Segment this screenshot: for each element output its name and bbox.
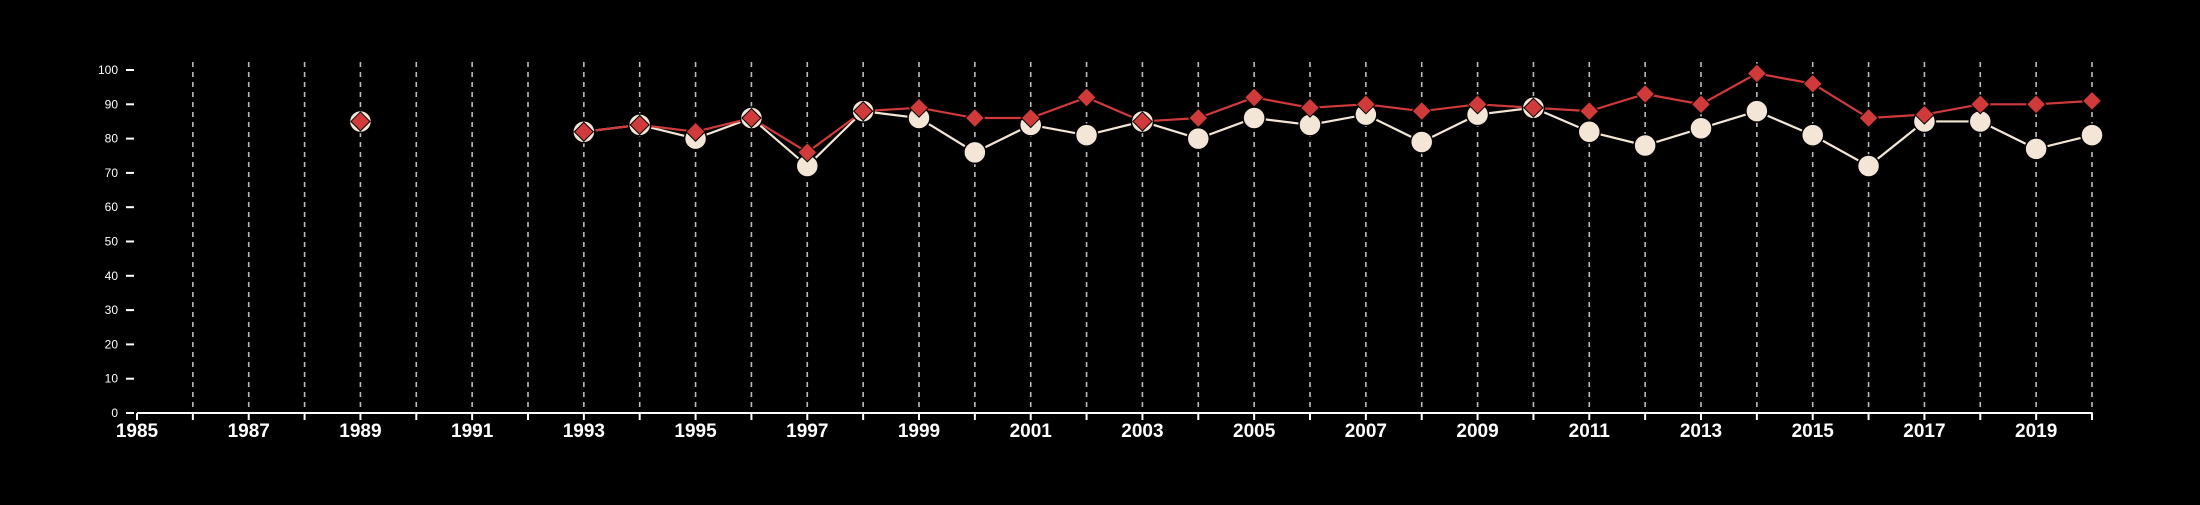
x-tick-label-1985: 1985 bbox=[116, 421, 159, 442]
point-circle-2008 bbox=[1409, 130, 1434, 154]
x-tick-label-2011: 2011 bbox=[1569, 421, 1611, 442]
x-tick-label-2013: 2013 bbox=[1680, 421, 1722, 442]
series-line-cream-1 bbox=[583, 106, 2093, 168]
axes: 1985 1987 1989 1991 1993 1995 1997 1999 2001 2003… bbox=[98, 63, 2093, 442]
point-diamond-2018 bbox=[1970, 94, 1991, 115]
point-diamond-2019 bbox=[2025, 94, 2047, 115]
point-diamond-2002 bbox=[1076, 87, 1097, 108]
x-tick-label-2003: 2003 bbox=[1121, 421, 1163, 442]
y-tick-label-20: 20 bbox=[105, 337, 119, 351]
x-tick-label-1997: 1997 bbox=[786, 421, 828, 442]
x-tick-label-1993: 1993 bbox=[563, 421, 605, 442]
point-circle-2002 bbox=[1074, 123, 1099, 147]
y-tick-label-90: 90 bbox=[105, 97, 119, 111]
point-diamond-2012 bbox=[1634, 83, 1656, 105]
point-diamond-1993 bbox=[573, 121, 595, 142]
x-tick-label-2015: 2015 bbox=[1792, 421, 1835, 442]
point-circle-2013 bbox=[1689, 116, 1713, 141]
point-diamond-2000 bbox=[964, 107, 986, 129]
y-tick-label-0: 0 bbox=[111, 406, 118, 420]
x-tick-label-2017: 2017 bbox=[1903, 421, 1945, 442]
point-circle-2020 bbox=[2080, 123, 2104, 147]
point-diamond-2003 bbox=[1132, 111, 1153, 132]
y-tick-label-80: 80 bbox=[105, 132, 119, 146]
series-markers bbox=[348, 63, 2104, 178]
x-tick-label-1991: 1991 bbox=[451, 421, 494, 442]
point-diamond-1997 bbox=[797, 142, 818, 163]
point-circle-2004 bbox=[1186, 126, 1211, 151]
point-diamond-1995 bbox=[685, 121, 706, 142]
point-circle-2016 bbox=[1856, 154, 1881, 178]
point-circle-2019 bbox=[2024, 137, 2048, 161]
x-tick-label-1995: 1995 bbox=[674, 421, 717, 442]
y-tick-label-60: 60 bbox=[105, 200, 119, 214]
y-tick-label-100: 100 bbox=[98, 63, 118, 77]
point-diamond-1994 bbox=[629, 114, 650, 136]
point-diamond-2013 bbox=[1690, 94, 1712, 115]
x-tick-label-1987: 1987 bbox=[228, 421, 270, 442]
y-tick-label-40: 40 bbox=[105, 269, 119, 283]
point-circle-2011 bbox=[1577, 119, 1602, 144]
x-tick-label-2009: 2009 bbox=[1456, 421, 1498, 442]
point-diamond-2006 bbox=[1299, 97, 1321, 118]
point-diamond-2010 bbox=[1523, 97, 1544, 118]
y-tick-label-70: 70 bbox=[105, 166, 119, 180]
point-circle-2000 bbox=[963, 140, 987, 165]
point-diamond-2008 bbox=[1411, 100, 1432, 122]
y-tick-label-30: 30 bbox=[105, 303, 119, 317]
point-diamond-2001 bbox=[1020, 107, 1041, 129]
series-line-red-1 bbox=[583, 72, 2093, 154]
point-circle-2012 bbox=[1633, 133, 1657, 158]
x-tick-label-2005: 2005 bbox=[1233, 421, 1276, 442]
x-tick-label-1999: 1999 bbox=[898, 421, 940, 442]
point-diamond-2007 bbox=[1355, 94, 1377, 115]
point-circle-2005 bbox=[1242, 106, 1266, 130]
point-diamond-2009 bbox=[1467, 94, 1488, 115]
point-diamond-2004 bbox=[1188, 107, 1209, 129]
point-diamond-1999 bbox=[908, 97, 930, 118]
point-circle-2015 bbox=[1800, 123, 1825, 147]
y-tick-label-50: 50 bbox=[105, 235, 119, 249]
x-tick-label-2007: 2007 bbox=[1345, 421, 1387, 442]
point-diamond-2020 bbox=[2081, 90, 2103, 112]
grid-lines bbox=[192, 62, 2093, 413]
point-diamond-1998 bbox=[852, 100, 874, 122]
point-diamond-2011 bbox=[1579, 100, 1600, 122]
x-tick-label-1989: 1989 bbox=[339, 421, 381, 442]
point-circle-2014 bbox=[1745, 99, 1769, 123]
point-diamond-2014 bbox=[1746, 63, 1768, 84]
point-diamond-1989 bbox=[350, 111, 371, 132]
x-tick-label-2019: 2019 bbox=[2015, 421, 2057, 442]
point-diamond-2015 bbox=[1802, 73, 1823, 94]
y-tick-label-10: 10 bbox=[105, 372, 119, 386]
point-diamond-1996 bbox=[741, 107, 762, 129]
x-tick-label-2001: 2001 bbox=[1010, 421, 1053, 442]
point-diamond-2005 bbox=[1243, 87, 1265, 108]
series-lines bbox=[583, 72, 2093, 168]
point-diamond-2016 bbox=[1858, 107, 1879, 129]
point-diamond-2017 bbox=[1914, 104, 1935, 125]
